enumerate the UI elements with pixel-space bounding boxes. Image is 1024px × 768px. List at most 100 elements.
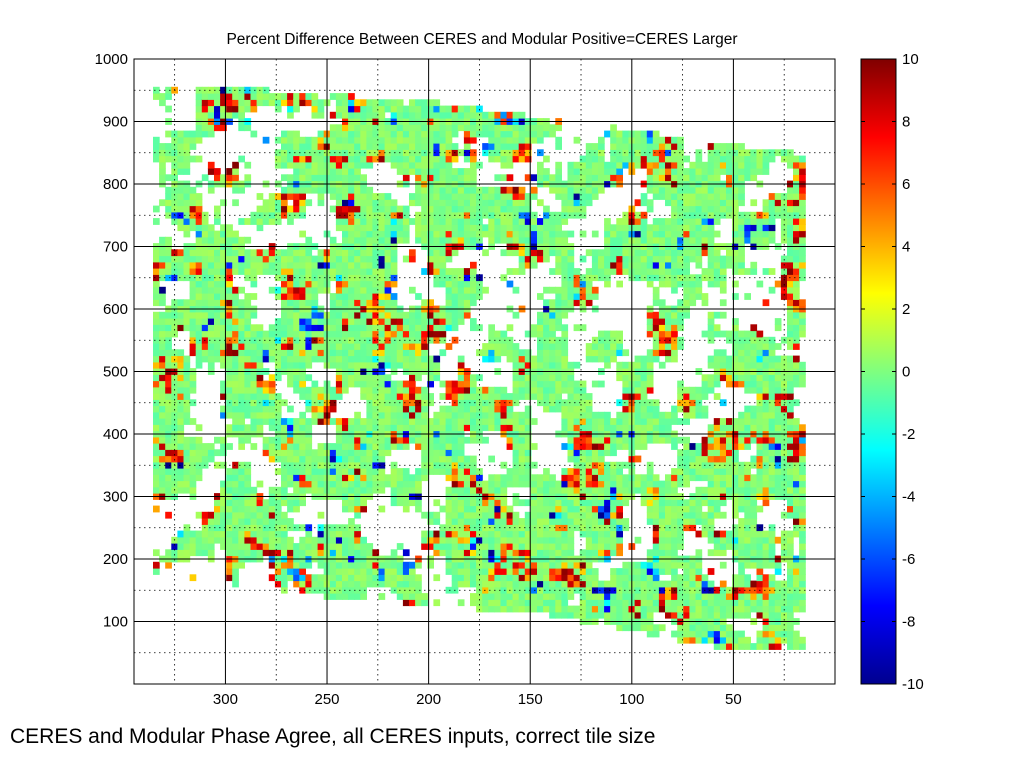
heatmap-cell xyxy=(427,443,434,450)
heatmap-cell xyxy=(274,211,282,219)
heatmap-cell xyxy=(354,449,361,457)
heatmap-cell xyxy=(658,324,666,332)
heatmap-cell xyxy=(165,93,172,100)
heatmap-cell xyxy=(159,355,166,363)
heatmap-cell xyxy=(482,143,489,150)
heatmap-cell xyxy=(244,343,252,350)
heatmap-cell xyxy=(207,236,215,244)
heatmap-cell xyxy=(500,511,508,519)
heatmap-cell xyxy=(220,224,227,232)
heatmap-cell xyxy=(463,374,471,382)
heatmap-cell xyxy=(421,436,428,444)
heatmap-cell xyxy=(658,518,666,525)
heatmap-cell xyxy=(153,218,160,225)
heatmap-cell xyxy=(549,268,556,275)
heatmap-cell xyxy=(616,511,623,519)
heatmap-cell xyxy=(329,161,337,169)
heatmap-cell xyxy=(427,299,434,307)
heatmap-cell xyxy=(238,324,245,332)
heatmap-cell xyxy=(335,280,343,288)
heatmap-cell xyxy=(214,218,221,225)
heatmap-cell xyxy=(573,449,581,457)
heatmap-cell xyxy=(274,261,282,269)
heatmap-cell xyxy=(671,536,678,544)
heatmap-cell xyxy=(274,449,282,457)
heatmap-cell xyxy=(579,255,587,263)
heatmap-cell xyxy=(658,330,666,338)
heatmap-cell xyxy=(494,336,502,344)
heatmap-cell xyxy=(360,593,367,600)
heatmap-cell xyxy=(518,268,526,275)
heatmap-cell xyxy=(665,436,672,444)
heatmap-cell xyxy=(232,161,239,169)
heatmap-cell xyxy=(189,261,197,269)
heatmap-cell xyxy=(262,386,270,394)
heatmap-cell xyxy=(555,511,562,519)
heatmap-cell xyxy=(524,586,532,594)
heatmap-cell xyxy=(591,549,599,557)
heatmap-cell xyxy=(153,324,160,332)
heatmap-cell xyxy=(585,349,593,357)
heatmap-cell xyxy=(579,511,587,519)
heatmap-cell xyxy=(646,580,654,588)
heatmap-cell xyxy=(530,486,538,494)
heatmap-cell xyxy=(451,174,459,182)
heatmap-cell xyxy=(342,568,349,575)
heatmap-cell xyxy=(506,405,514,413)
heatmap-cell xyxy=(165,324,172,332)
heatmap-cell xyxy=(195,261,203,269)
heatmap-cell xyxy=(366,318,374,325)
heatmap-cell xyxy=(658,280,666,288)
heatmap-cell xyxy=(524,449,532,457)
heatmap-cell xyxy=(244,474,252,482)
heatmap-cell xyxy=(470,561,477,569)
heatmap-cell xyxy=(616,599,623,607)
heatmap-cell xyxy=(604,161,611,169)
heatmap-cell xyxy=(604,236,611,244)
heatmap-cell xyxy=(354,568,361,575)
heatmap-cell xyxy=(195,111,203,119)
heatmap-cell xyxy=(652,255,660,263)
heatmap-cell xyxy=(287,99,294,107)
heatmap-cell xyxy=(390,224,398,232)
heatmap-cell xyxy=(207,105,215,113)
heatmap-cell xyxy=(214,174,221,182)
heatmap-cell xyxy=(537,343,544,350)
heatmap-cell xyxy=(518,524,526,532)
heatmap-cell xyxy=(470,436,477,444)
heatmap-cell xyxy=(238,380,245,388)
heatmap-cell xyxy=(482,205,489,213)
heatmap-cell xyxy=(201,99,209,107)
heatmap-cell xyxy=(207,549,215,557)
heatmap-cell xyxy=(165,424,172,432)
heatmap-cell xyxy=(183,405,191,413)
heatmap-cell xyxy=(652,486,660,494)
heatmap-cell xyxy=(488,524,495,532)
heatmap-cell xyxy=(360,455,367,463)
heatmap-cell xyxy=(305,474,313,482)
heatmap-cell xyxy=(305,99,313,107)
heatmap-cell xyxy=(348,143,355,150)
heatmap-cell xyxy=(585,605,593,613)
heatmap-cell xyxy=(293,211,300,219)
heatmap-cell xyxy=(390,443,398,450)
heatmap-cell xyxy=(268,355,276,363)
heatmap-cell xyxy=(488,399,495,407)
heatmap-cell xyxy=(537,374,544,382)
heatmap-cell xyxy=(671,136,678,144)
heatmap-cell xyxy=(439,449,447,457)
heatmap-cell xyxy=(622,218,630,225)
heatmap-cell xyxy=(604,536,611,544)
heatmap-cell xyxy=(360,161,367,169)
heatmap-cell xyxy=(573,380,581,388)
heatmap-cell xyxy=(305,280,313,288)
heatmap-cell xyxy=(360,274,367,282)
heatmap-cell xyxy=(457,299,465,307)
heatmap-cell xyxy=(299,268,306,275)
heatmap-cell xyxy=(262,436,270,444)
heatmap-cell xyxy=(384,136,392,144)
heatmap-cell xyxy=(445,249,453,257)
heatmap-cell xyxy=(573,324,581,332)
heatmap-cell xyxy=(372,99,380,107)
heatmap-cell xyxy=(238,543,245,550)
